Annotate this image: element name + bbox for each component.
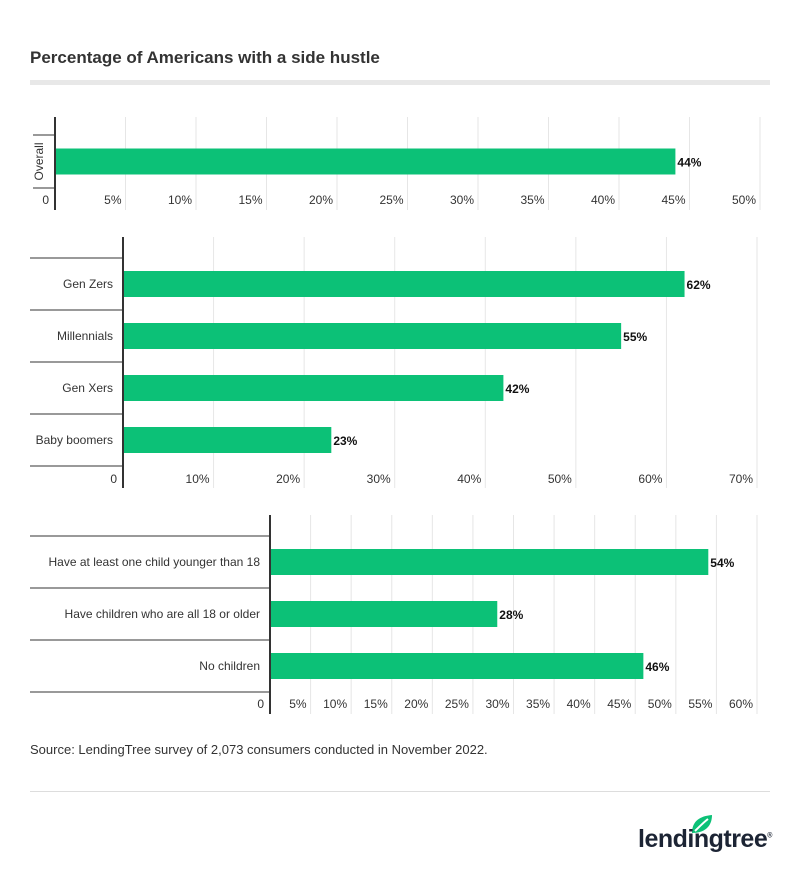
- x-tick-label: 15%: [238, 193, 262, 207]
- bar: [271, 601, 498, 627]
- x-tick-label: 35%: [526, 697, 550, 711]
- category-label: Millennials: [57, 329, 113, 343]
- category-label: Gen Xers: [62, 381, 113, 395]
- x-tick-label: 5%: [289, 697, 307, 711]
- leaf-icon: [692, 815, 712, 833]
- lendingtree-logo: lendingtree®: [638, 815, 772, 855]
- x-tick-label: 15%: [364, 697, 388, 711]
- x-tick-label: 20%: [404, 697, 428, 711]
- x-tick-label: 45%: [607, 697, 631, 711]
- x-tick-label: 70%: [729, 472, 753, 486]
- x-tick-label: 10%: [168, 193, 192, 207]
- x-tick-label: 0: [257, 697, 264, 711]
- category-label: Have children who are all 18 or older: [65, 607, 260, 621]
- footer-divider: [30, 791, 770, 792]
- x-tick-label: 30%: [485, 697, 509, 711]
- x-tick-label: 35%: [520, 193, 544, 207]
- data-label: 55%: [623, 330, 647, 344]
- x-tick-label: 0: [42, 193, 49, 207]
- x-tick-label: 40%: [591, 193, 615, 207]
- x-tick-label: 25%: [379, 193, 403, 207]
- source-note: Source: LendingTree survey of 2,073 cons…: [30, 742, 488, 757]
- bar: [56, 148, 676, 175]
- x-tick-label: 0: [110, 472, 117, 486]
- logo-wordmark: lendingtree®: [638, 825, 772, 853]
- x-tick-label: 20%: [276, 472, 300, 486]
- x-tick-label: 50%: [648, 697, 672, 711]
- data-label: 46%: [645, 660, 669, 674]
- title-divider: [30, 80, 770, 85]
- x-tick-label: 10%: [186, 472, 210, 486]
- x-tick-label: 25%: [445, 697, 469, 711]
- x-tick-label: 50%: [732, 193, 756, 207]
- x-tick-label: 45%: [661, 193, 685, 207]
- x-tick-label: 40%: [567, 697, 591, 711]
- x-tick-label: 60%: [729, 697, 753, 711]
- x-tick-label: 20%: [309, 193, 333, 207]
- data-label: 28%: [499, 608, 523, 622]
- category-label: Have at least one child younger than 18: [49, 555, 261, 569]
- category-label: Baby boomers: [36, 433, 113, 447]
- bar: [124, 271, 685, 297]
- bar: [124, 375, 504, 401]
- x-tick-label: 5%: [104, 193, 122, 207]
- bar: [271, 549, 709, 575]
- category-label: Gen Zers: [63, 277, 113, 291]
- data-label: 54%: [710, 556, 734, 570]
- x-tick-label: 30%: [450, 193, 474, 207]
- bar: [271, 653, 644, 679]
- category-label: No children: [199, 659, 260, 673]
- x-tick-label: 30%: [367, 472, 391, 486]
- category-label: Overall: [32, 142, 46, 180]
- chart-title: Percentage of Americans with a side hust…: [30, 48, 380, 67]
- x-tick-label: 55%: [688, 697, 712, 711]
- x-tick-label: 10%: [323, 697, 347, 711]
- x-tick-label: 50%: [548, 472, 572, 486]
- data-label: 42%: [505, 382, 529, 396]
- x-tick-label: 40%: [457, 472, 481, 486]
- x-tick-label: 60%: [638, 472, 662, 486]
- data-label: 44%: [677, 156, 701, 170]
- data-label: 62%: [687, 278, 711, 292]
- data-label: 23%: [333, 434, 357, 448]
- bar: [124, 427, 332, 453]
- bar: [124, 323, 622, 349]
